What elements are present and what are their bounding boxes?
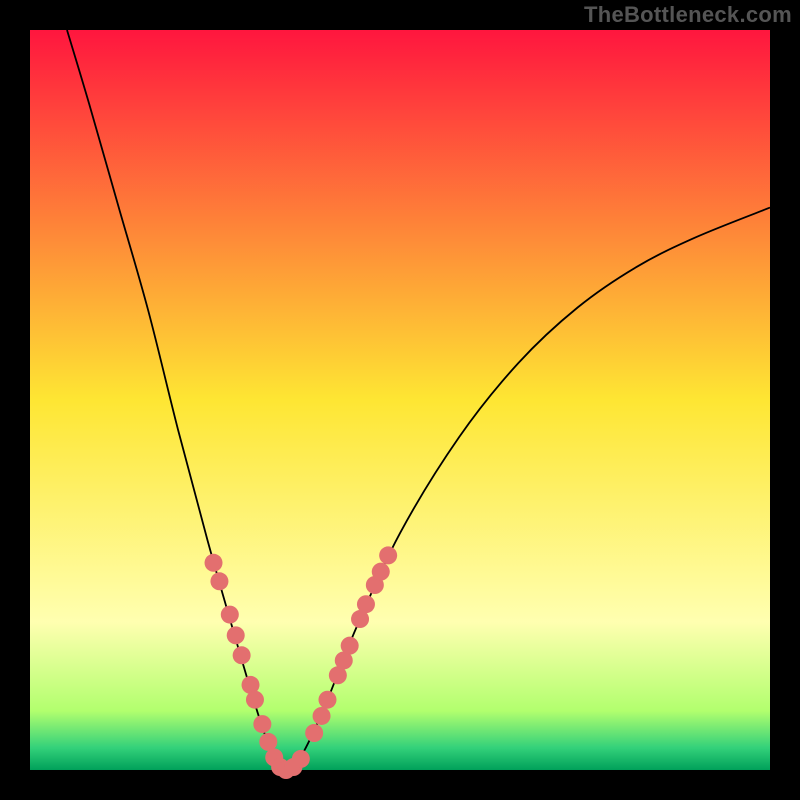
curve-marker — [227, 626, 245, 644]
curve-marker — [341, 637, 359, 655]
curve-marker — [259, 733, 277, 751]
bottleneck-chart — [0, 0, 800, 800]
curve-marker — [292, 750, 310, 768]
curve-marker — [253, 715, 271, 733]
curve-marker — [305, 724, 323, 742]
curve-marker — [357, 595, 375, 613]
curve-marker — [205, 554, 223, 572]
watermark-label: TheBottleneck.com — [584, 2, 792, 28]
curve-marker — [210, 572, 228, 590]
curve-marker — [379, 546, 397, 564]
curve-marker — [233, 646, 251, 664]
curve-marker — [246, 691, 264, 709]
curve-marker — [221, 606, 239, 624]
curve-marker — [318, 691, 336, 709]
curve-marker — [372, 563, 390, 581]
curve-marker — [313, 707, 331, 725]
chart-background-gradient — [30, 30, 770, 770]
chart-stage: TheBottleneck.com — [0, 0, 800, 800]
